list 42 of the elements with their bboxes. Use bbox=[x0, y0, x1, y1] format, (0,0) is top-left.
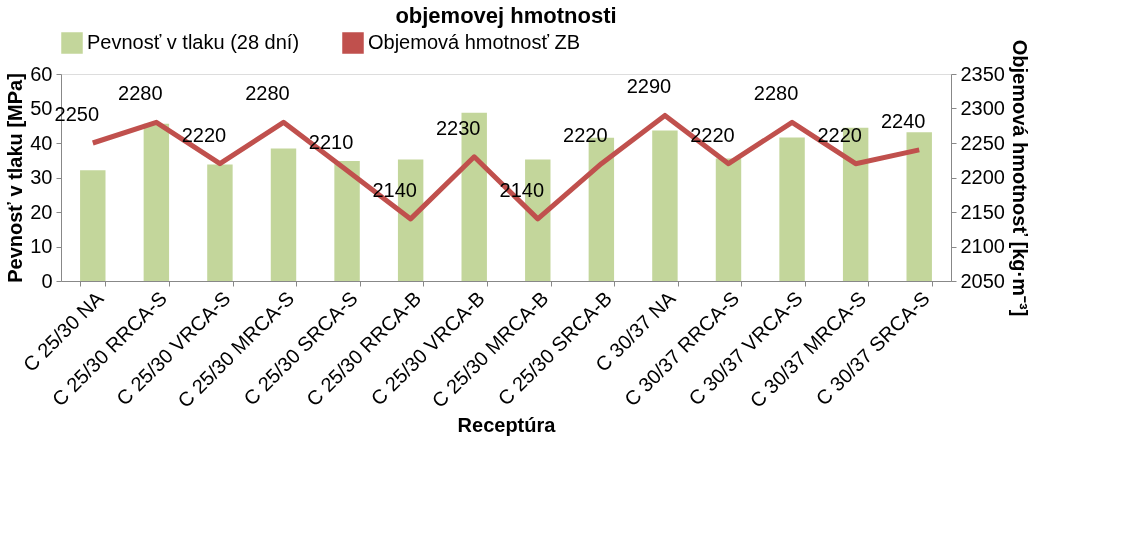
y-tick-label: 30 bbox=[30, 166, 53, 188]
bar bbox=[652, 130, 678, 281]
bar bbox=[906, 132, 932, 281]
data-label: 2220 bbox=[690, 123, 735, 146]
bar bbox=[80, 170, 106, 281]
y2-axis-title: Objemová hmotnosť [kg·m⁻³] bbox=[1008, 39, 1031, 317]
y2-tick-label: 2100 bbox=[960, 235, 1005, 257]
data-label: 2280 bbox=[753, 82, 799, 105]
data-label: 2220 bbox=[181, 123, 227, 146]
y2-tick-label: 2250 bbox=[960, 131, 1005, 154]
data-label: 2220 bbox=[817, 123, 862, 146]
y-tick-label: 20 bbox=[30, 200, 53, 223]
data-label: 2280 bbox=[245, 82, 290, 105]
bar bbox=[270, 148, 297, 281]
y-tick-label: 60 bbox=[30, 62, 53, 85]
bar bbox=[334, 160, 360, 281]
y2-tick-label: 2350 bbox=[960, 62, 1005, 85]
data-label: 2220 bbox=[563, 123, 608, 146]
y-axis-title: Pevnosť v tlaku [MPa] bbox=[4, 73, 27, 283]
y-tick-label: 40 bbox=[30, 131, 53, 154]
y2-tick-label: 2150 bbox=[960, 200, 1005, 223]
x-axis-title: Receptúra bbox=[457, 413, 557, 436]
bar bbox=[715, 158, 742, 281]
y-tick-label: 0 bbox=[41, 269, 53, 292]
data-label: 2230 bbox=[435, 116, 481, 139]
y2-tick-label: 2050 bbox=[960, 269, 1005, 292]
legend-label: Objemová hmotnosť ZB bbox=[368, 31, 581, 53]
bar bbox=[779, 137, 805, 281]
y2-tick-label: 2200 bbox=[960, 166, 1005, 188]
legend-label: Pevnosť v tlaku (28 dní) bbox=[87, 31, 300, 53]
data-label: 2250 bbox=[54, 103, 100, 125]
data-label: 2210 bbox=[308, 130, 354, 153]
y-tick-label: 50 bbox=[30, 97, 53, 119]
bar bbox=[143, 123, 170, 281]
y2-tick-label: 2300 bbox=[960, 97, 1005, 119]
bar bbox=[207, 164, 233, 281]
data-label: 2280 bbox=[118, 82, 163, 105]
y-tick-label: 10 bbox=[30, 235, 53, 257]
data-label: 2140 bbox=[372, 178, 417, 201]
chart-title: objemovej hmotnosti bbox=[395, 3, 617, 28]
data-label: 2290 bbox=[626, 75, 672, 98]
data-label: 2240 bbox=[880, 109, 926, 132]
